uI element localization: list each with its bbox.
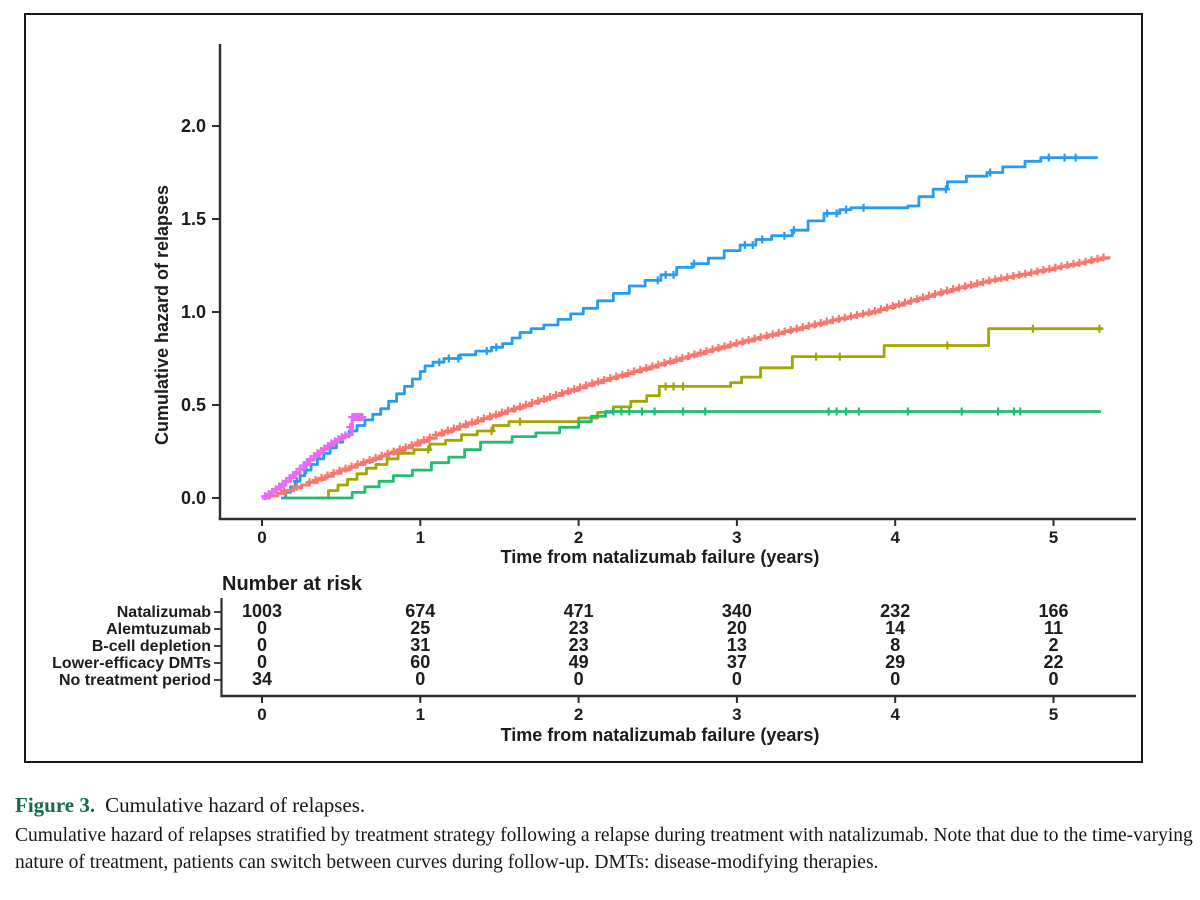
risk-count: 0: [890, 669, 900, 689]
risk-count: 1003: [242, 601, 282, 621]
risk-count: 34: [252, 669, 272, 689]
y-tick-label: 0.5: [181, 395, 206, 415]
risk-count: 11: [1044, 618, 1063, 638]
x-tick-label: 0: [257, 528, 266, 547]
risk-count: 340: [722, 601, 752, 621]
risk-count: 22: [1043, 652, 1063, 672]
y-axis-title: Cumulative hazard of relapses: [152, 185, 172, 445]
risk-count: 23: [569, 618, 589, 638]
risk-x-tick-label: 1: [416, 705, 425, 724]
risk-count: 471: [564, 601, 594, 621]
risk-x-tick-label: 3: [732, 705, 741, 724]
risk-count: 0: [574, 669, 584, 689]
risk-count: 8: [890, 635, 900, 655]
figure-caption: Figure 3. Cumulative hazard of relapses. …: [15, 793, 1193, 876]
y-tick-label: 2.0: [181, 116, 206, 136]
x-tick-label: 4: [890, 528, 900, 547]
risk-count: 20: [727, 618, 747, 638]
risk-x-tick-label: 5: [1049, 705, 1058, 724]
risk-count: 0: [257, 652, 267, 672]
risk-count: 60: [410, 652, 430, 672]
risk-x-axis-title: Time from natalizumab failure (years): [501, 725, 820, 745]
risk-count: 0: [415, 669, 425, 689]
risk-x-tick-label: 0: [257, 705, 266, 724]
hazard-curves: [261, 153, 1111, 501]
risk-row-label: Natalizumab: [117, 604, 211, 621]
x-tick-label: 5: [1049, 528, 1058, 547]
x-tick-label: 1: [416, 528, 425, 547]
risk-row-label: No treatment period: [59, 672, 211, 689]
risk-table-title: Number at risk: [222, 573, 363, 595]
x-axis-title: Time from natalizumab failure (years): [501, 547, 820, 567]
risk-count: 37: [727, 652, 747, 672]
risk-count: 14: [885, 618, 905, 638]
x-tick-label: 2: [574, 528, 583, 547]
caption-title: Cumulative hazard of relapses.: [105, 793, 366, 817]
series-curve-alemtuzumab: [317, 327, 1103, 500]
caption-title-line: Figure 3. Cumulative hazard of relapses.: [15, 793, 1193, 818]
risk-row-label: B-cell depletion: [92, 638, 211, 655]
figure-number-label: Figure 3.: [15, 793, 96, 817]
risk-count: 0: [732, 669, 742, 689]
risk-axis-ticks: 0 1 2 3 4 5: [257, 696, 1058, 724]
risk-count: 0: [1048, 669, 1058, 689]
risk-count: 2: [1048, 635, 1058, 655]
risk-row-label: Alemtuzumab: [106, 621, 211, 638]
risk-count: 0: [257, 618, 267, 638]
risk-x-tick-label: 4: [890, 705, 900, 724]
risk-count: 13: [727, 635, 747, 655]
risk-count: 25: [410, 618, 430, 638]
risk-count: 31: [410, 635, 430, 655]
risk-table-rows: Natalizumab 1003 674 471 340 232 166Alemtuzuma…: [52, 601, 1068, 689]
series-curve-b-cell-depletion: [285, 410, 1101, 500]
figure-border: [24, 13, 1143, 763]
risk-count: 0: [257, 635, 267, 655]
risk-count: 232: [880, 601, 910, 621]
y-tick-label: 0.0: [181, 488, 206, 508]
y-axis-ticks: 0.0 0.5 1.0 1.5 2.0: [181, 116, 219, 508]
risk-count: 29: [885, 652, 905, 672]
risk-x-tick-label: 2: [574, 705, 583, 724]
y-tick-label: 1.0: [181, 302, 206, 322]
risk-count: 23: [569, 635, 589, 655]
series-curve-natalizumab: [262, 256, 1111, 500]
caption-body: Cumulative hazard of relapses stratified…: [15, 825, 1193, 873]
x-tick-label: 3: [732, 528, 741, 547]
risk-count: 49: [569, 652, 589, 672]
risk-count: 674: [405, 601, 435, 621]
risk-count: 166: [1038, 601, 1068, 621]
risk-row-label: Lower-efficacy DMTs: [52, 655, 211, 672]
x-axis-ticks: 0 1 2 3 4 5: [257, 519, 1058, 547]
y-tick-label: 1.5: [181, 209, 206, 229]
